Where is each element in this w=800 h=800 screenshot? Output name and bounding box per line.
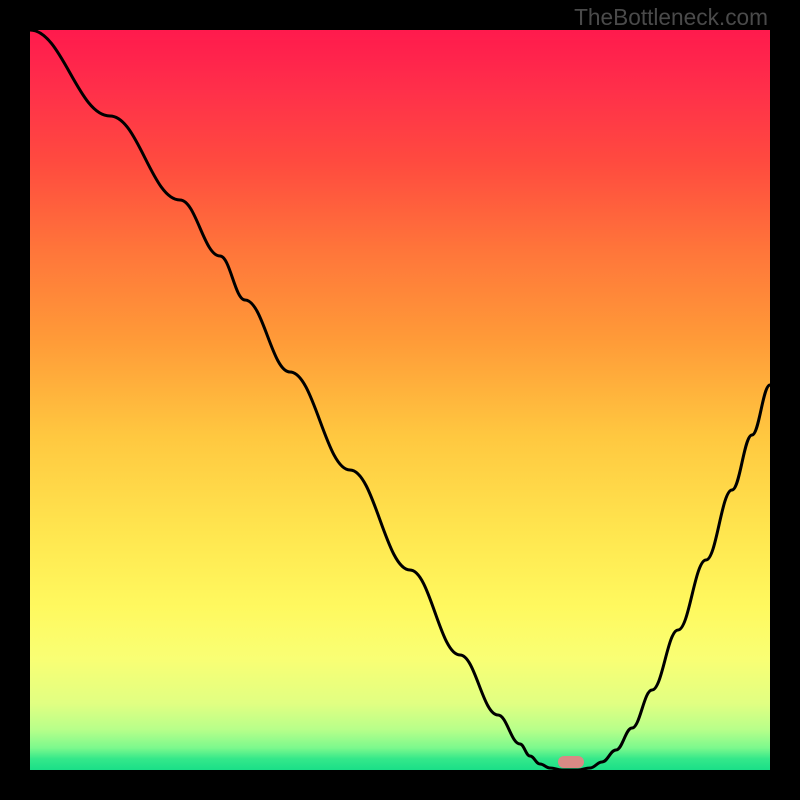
curve-layer	[30, 30, 770, 770]
highlight-marker	[558, 756, 584, 768]
bottleneck-curve	[30, 30, 770, 770]
chart-frame: TheBottleneck.com	[0, 0, 800, 800]
watermark-text: TheBottleneck.com	[574, 4, 768, 31]
plot-area	[30, 30, 770, 770]
